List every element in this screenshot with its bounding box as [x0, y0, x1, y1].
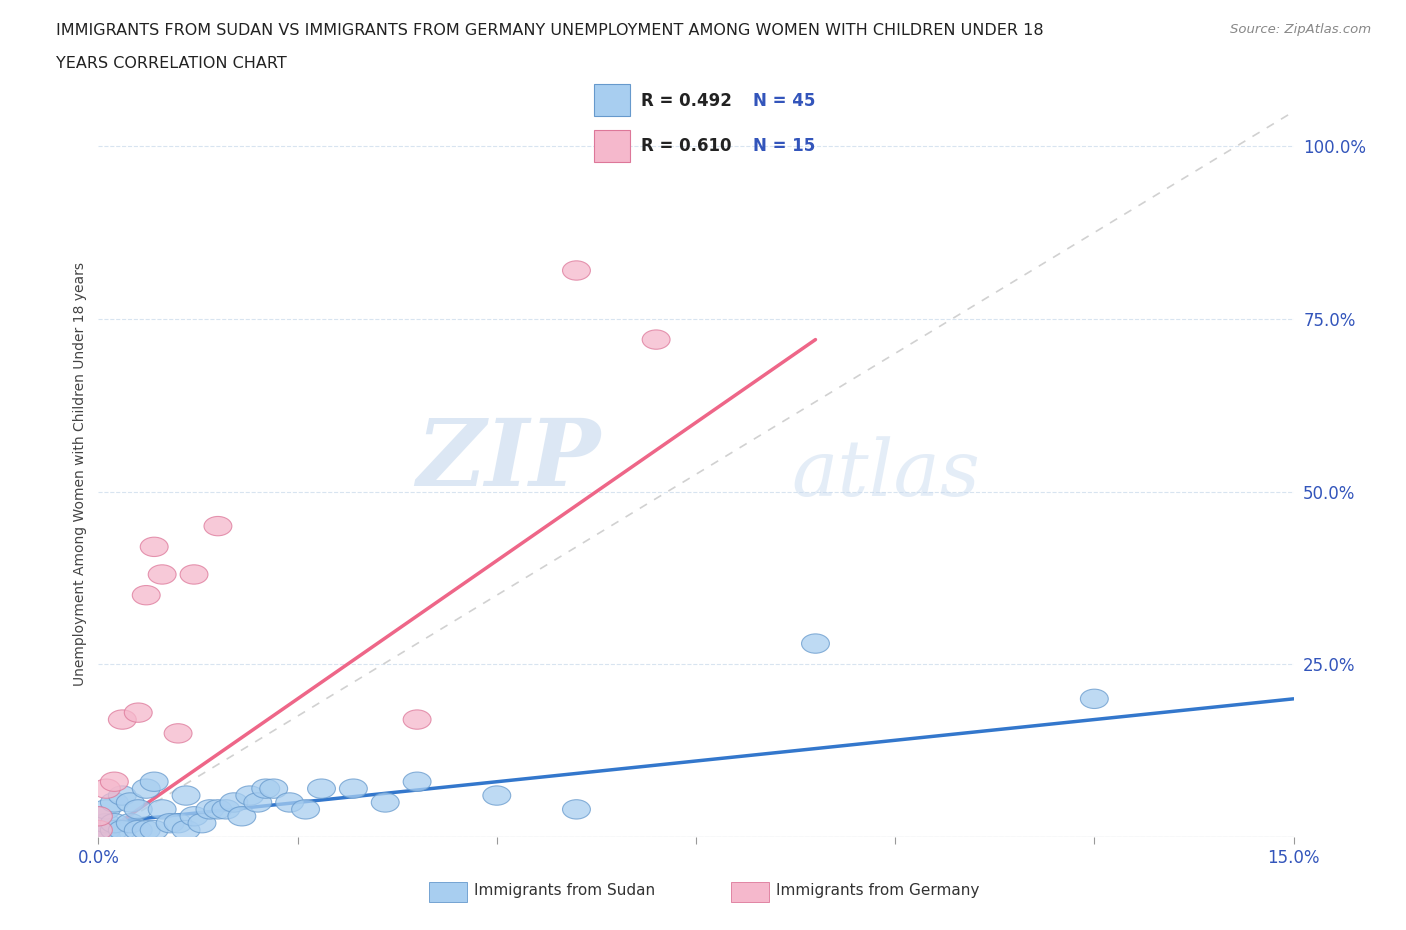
Ellipse shape: [165, 724, 193, 743]
Ellipse shape: [124, 820, 152, 840]
Ellipse shape: [84, 820, 112, 840]
Ellipse shape: [276, 792, 304, 812]
Ellipse shape: [117, 792, 145, 812]
Ellipse shape: [93, 779, 121, 798]
Ellipse shape: [124, 703, 152, 723]
Ellipse shape: [141, 772, 169, 791]
Ellipse shape: [100, 814, 128, 833]
Ellipse shape: [219, 792, 247, 812]
Ellipse shape: [236, 786, 264, 805]
Text: N = 15: N = 15: [754, 137, 815, 154]
Ellipse shape: [180, 806, 208, 826]
Text: IMMIGRANTS FROM SUDAN VS IMMIGRANTS FROM GERMANY UNEMPLOYMENT AMONG WOMEN WITH C: IMMIGRANTS FROM SUDAN VS IMMIGRANTS FROM…: [56, 23, 1043, 38]
Ellipse shape: [100, 772, 128, 791]
Ellipse shape: [172, 820, 200, 840]
Ellipse shape: [148, 565, 176, 584]
Ellipse shape: [141, 820, 169, 840]
Ellipse shape: [141, 538, 169, 556]
Text: ZIP: ZIP: [416, 415, 600, 505]
Ellipse shape: [84, 806, 112, 826]
Y-axis label: Unemployment Among Women with Children Under 18 years: Unemployment Among Women with Children U…: [73, 262, 87, 686]
Text: R = 0.492: R = 0.492: [641, 92, 733, 110]
Ellipse shape: [204, 516, 232, 536]
Ellipse shape: [482, 786, 510, 805]
Ellipse shape: [84, 820, 112, 840]
Ellipse shape: [132, 779, 160, 798]
Ellipse shape: [132, 820, 160, 840]
Ellipse shape: [243, 792, 271, 812]
Ellipse shape: [291, 800, 319, 819]
Ellipse shape: [117, 814, 145, 833]
Ellipse shape: [108, 786, 136, 805]
Ellipse shape: [204, 800, 232, 819]
Ellipse shape: [124, 800, 152, 819]
Text: N = 45: N = 45: [754, 92, 815, 110]
Ellipse shape: [252, 779, 280, 798]
Ellipse shape: [108, 710, 136, 729]
Ellipse shape: [212, 800, 240, 819]
Ellipse shape: [93, 820, 121, 840]
Ellipse shape: [308, 779, 336, 798]
Bar: [595, 130, 630, 163]
Ellipse shape: [132, 586, 160, 604]
Ellipse shape: [165, 814, 193, 833]
Bar: [595, 85, 630, 116]
Text: Immigrants from Germany: Immigrants from Germany: [776, 884, 980, 898]
Ellipse shape: [100, 820, 128, 840]
Ellipse shape: [643, 330, 671, 350]
Ellipse shape: [100, 792, 128, 812]
Ellipse shape: [1080, 689, 1108, 709]
Text: R = 0.610: R = 0.610: [641, 137, 731, 154]
Text: atlas: atlas: [792, 436, 980, 512]
Ellipse shape: [404, 710, 432, 729]
Text: Source: ZipAtlas.com: Source: ZipAtlas.com: [1230, 23, 1371, 36]
Ellipse shape: [188, 814, 217, 833]
Ellipse shape: [148, 800, 176, 819]
Ellipse shape: [180, 565, 208, 584]
Ellipse shape: [260, 779, 288, 798]
Ellipse shape: [93, 800, 121, 819]
Ellipse shape: [339, 779, 367, 798]
Ellipse shape: [156, 814, 184, 833]
Text: YEARS CORRELATION CHART: YEARS CORRELATION CHART: [56, 56, 287, 71]
Ellipse shape: [84, 806, 112, 826]
Ellipse shape: [404, 772, 432, 791]
Ellipse shape: [108, 820, 136, 840]
Ellipse shape: [172, 786, 200, 805]
Ellipse shape: [371, 792, 399, 812]
Ellipse shape: [801, 634, 830, 653]
Ellipse shape: [562, 800, 591, 819]
Ellipse shape: [195, 800, 224, 819]
Ellipse shape: [562, 260, 591, 280]
Ellipse shape: [228, 806, 256, 826]
Ellipse shape: [93, 814, 121, 833]
Ellipse shape: [93, 828, 121, 846]
Text: Immigrants from Sudan: Immigrants from Sudan: [474, 884, 655, 898]
